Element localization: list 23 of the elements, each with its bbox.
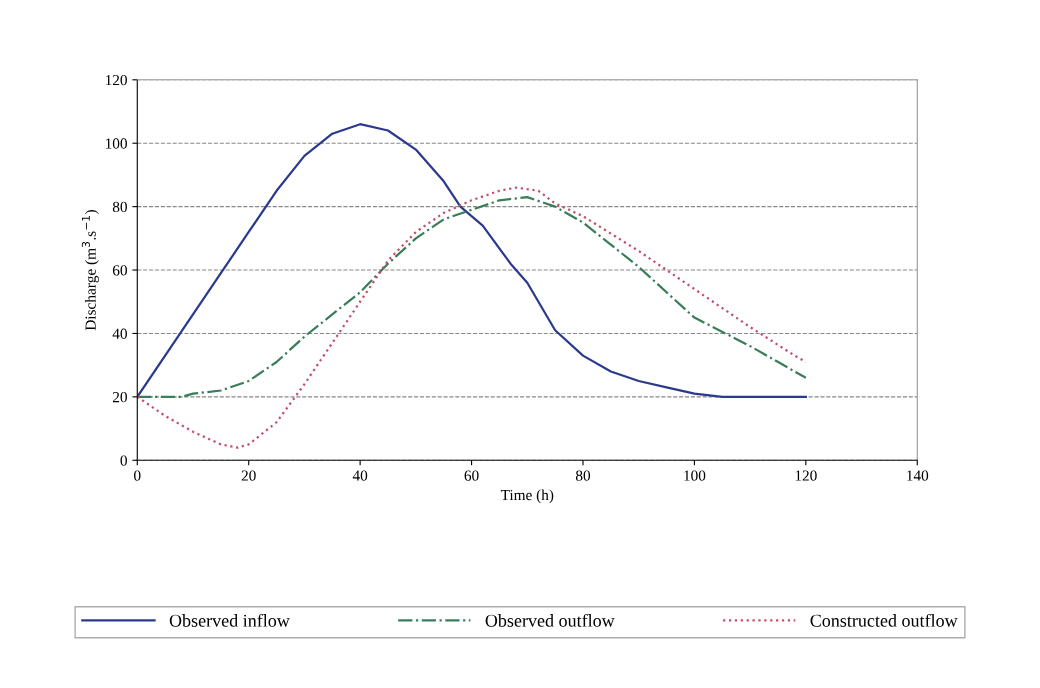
y-tick-label: 20: [112, 392, 127, 403]
x-tick-label: 100: [684, 470, 706, 481]
x-tick-label: 140: [907, 470, 929, 481]
line-series: [137, 196, 807, 398]
x-tick-label: 20: [241, 470, 256, 481]
y-tick-label: 120: [105, 74, 127, 86]
x-tick-label: 40: [352, 470, 368, 481]
y-tick-label: 0: [120, 455, 127, 466]
y-tick-label: 100: [105, 138, 127, 149]
x-tick-label: 120: [795, 470, 817, 481]
y-tick-label: 40: [112, 328, 127, 339]
line-series: [137, 186, 807, 449]
legend-label: Observed outflow: [485, 613, 615, 627]
x-tick-label: 60: [464, 470, 479, 481]
y-tick-label: 80: [112, 201, 127, 213]
y-axis-title: Discharge (m$^{3}$.s$^{−1}$): [81, 210, 99, 331]
x-axis-title: Time (h): [500, 489, 554, 504]
legend-label: Observed inflow: [169, 613, 290, 627]
x-tick-label: 0: [134, 470, 141, 481]
y-tick-label: 60: [112, 265, 127, 276]
x-tick-label: 80: [575, 470, 591, 481]
line-series: [137, 123, 807, 398]
legend-label: Constructed outflow: [810, 613, 958, 627]
